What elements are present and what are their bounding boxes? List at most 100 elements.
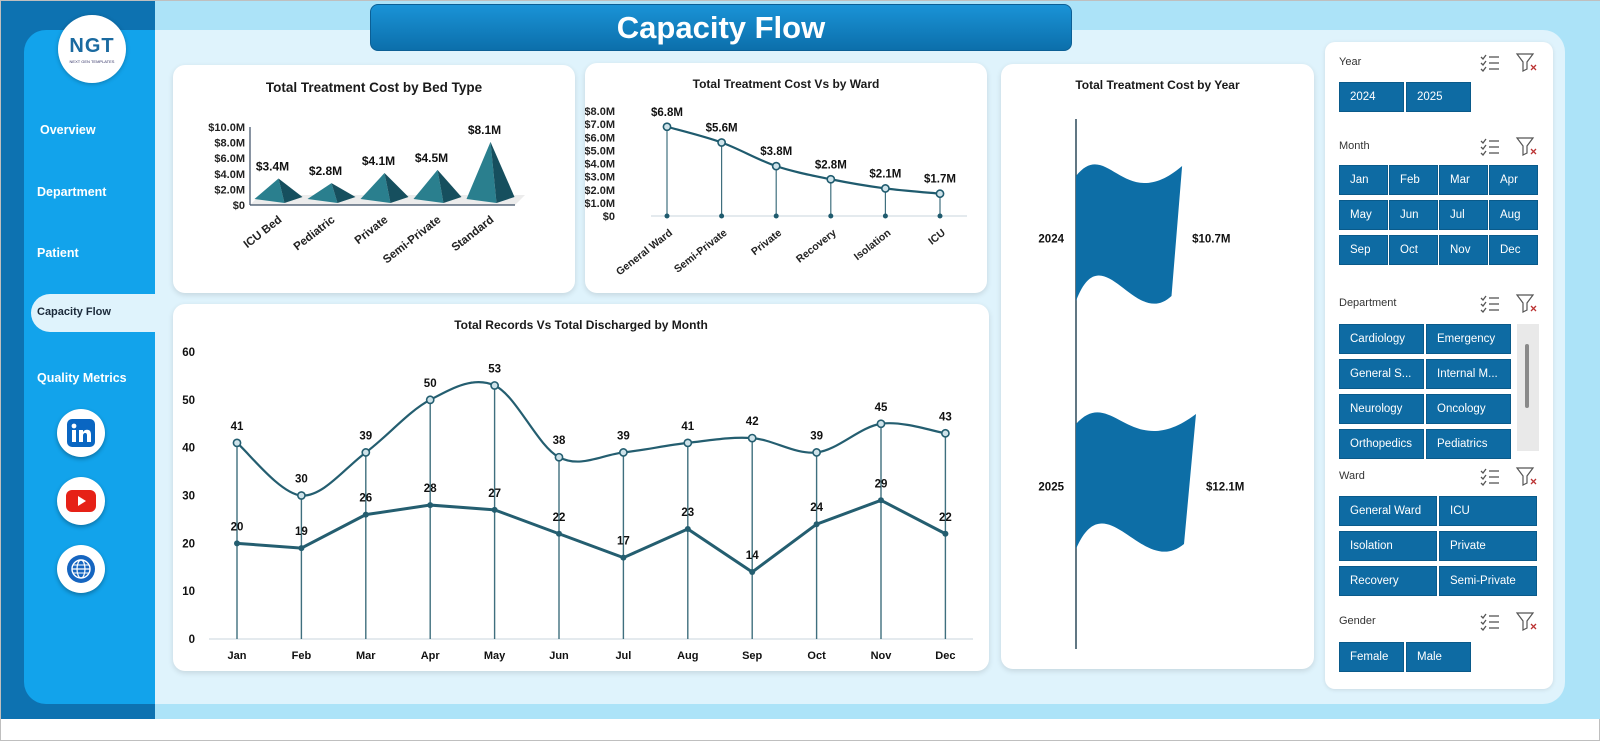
data-label-records: 43 [939,411,952,423]
slicer-month-option[interactable]: Mar [1439,165,1488,195]
slicer-month-option[interactable]: Dec [1489,235,1538,265]
y-tick-label: $7.0M [585,119,615,131]
data-point-records [232,438,242,448]
website-button[interactable] [57,545,105,593]
slicer-gender-option[interactable]: Female [1339,642,1404,672]
data-point-records [554,452,564,462]
clear-filter-icon[interactable] [1515,137,1537,156]
slicer-month-option[interactable]: Jan [1339,165,1388,195]
clear-filter-icon[interactable] [1515,53,1537,72]
x-tick-label: Semi-Private [381,214,443,266]
slicer-ward-option[interactable]: ICU [1439,496,1537,526]
nav-overview[interactable]: Overview [40,123,96,137]
slicer-department-option[interactable]: Internal M... [1426,359,1511,389]
slicer-department-option[interactable]: Orthopedics [1339,429,1424,459]
chart-bed-type: $0 $2.0M $4.0M $6.0M $8.0M $10.0M $3.4M ICU Bed… [208,122,525,266]
data-label: $8.1M [468,123,501,137]
nav-department[interactable]: Department [37,185,107,199]
youtube-button[interactable] [57,477,105,525]
y-tick-label: 60 [182,347,195,359]
slicer-department-option[interactable]: General S... [1339,359,1424,389]
bar-ribbon [1076,412,1196,552]
x-tick-label: Recovery [794,227,839,266]
y-tick-label: $6.0M [585,132,615,144]
slicer-month-option[interactable]: Jun [1389,200,1438,230]
slicer-ward-option[interactable]: Isolation [1339,531,1437,561]
data-label-discharged: 27 [488,488,501,500]
slicer-year-label: Year [1339,56,1362,68]
data-label-discharged: 24 [810,502,823,514]
x-tick-label: Mar [356,650,376,662]
x-tick-label: Aug [677,650,698,662]
slicer-department-option[interactable]: Emergency [1426,324,1511,354]
category-label: 2024 [1038,234,1064,246]
slicer-ward-option[interactable]: General Ward [1339,496,1437,526]
data-point-discharged [620,554,627,561]
multi-select-icon[interactable] [1480,138,1499,156]
nav-quality-metrics[interactable]: Quality Metrics [37,371,127,385]
department-scrollbar-thumb[interactable] [1525,344,1529,408]
slicer-year-option[interactable]: 2024 [1339,82,1404,112]
data-label-discharged: 23 [681,507,694,519]
x-tick-label: ICU [926,227,948,248]
slicer-ward-option[interactable]: Semi-Private [1439,566,1537,596]
data-label-discharged: 17 [617,536,630,548]
slicer-department-option[interactable]: Neurology [1339,394,1424,424]
data-label: $5.6M [706,123,738,135]
x-tick-label: ICU Bed [242,214,285,251]
data-label: $1.7M [924,174,956,186]
slicer-month-option[interactable]: Aug [1489,200,1538,230]
slicer-department-option[interactable]: Pediatrics [1426,429,1511,459]
nav-patient[interactable]: Patient [37,246,79,260]
department-scrollbar[interactable] [1517,324,1539,451]
multi-select-icon[interactable] [1480,613,1499,631]
slicer-ward-option[interactable]: Recovery [1339,566,1437,596]
data-point-records [812,448,821,457]
linkedin-button[interactable] [57,409,105,457]
data-point-discharged [942,530,949,537]
x-tick-label: May [484,650,506,662]
slicer-year-option[interactable]: 2025 [1406,82,1471,112]
clear-filter-icon[interactable] [1515,294,1537,313]
slicer-gender-label: Gender [1339,615,1376,627]
data-point-records [296,491,306,500]
chart-title-bed-type: Total Treatment Cost by Bed Type [265,80,483,95]
data-label-discharged: 14 [746,550,759,562]
data-label: $2.8M [309,164,342,178]
multi-select-icon[interactable] [1480,468,1499,486]
clear-filter-icon[interactable] [1515,467,1537,486]
x-tick-label: Isolation [852,227,893,263]
data-point-records [941,428,950,438]
slicer-month-option[interactable]: Sep [1339,235,1388,265]
slicer-month-option[interactable]: Apr [1489,165,1538,195]
data-point-records [425,395,435,405]
data-point [662,122,672,132]
slicer-department-option[interactable]: Cardiology [1339,324,1424,354]
slicer-month-option[interactable]: Jul [1439,200,1488,230]
y-tick-label: $6.0M [214,153,245,165]
slicer-gender-option[interactable]: Male [1406,642,1471,672]
x-tick-label: Private [353,214,391,247]
clear-filter-icon[interactable] [1515,612,1537,631]
data-label: $4.1M [362,154,395,168]
multi-select-icon[interactable] [1480,54,1499,72]
page-title-bar: Capacity Flow [370,4,1072,51]
y-tick-label: 0 [189,634,195,646]
slicer-department-option[interactable]: Oncology [1426,394,1511,424]
sidebar [24,30,155,704]
slicer-month-option[interactable]: May [1339,200,1388,230]
x-tick-label: Jan [228,650,247,662]
data-label: $3.8M [760,146,792,158]
slicer-month-option[interactable]: Oct [1389,235,1438,265]
multi-select-icon[interactable] [1480,295,1499,313]
data-label: $4.5M [415,151,448,165]
base-point [882,213,888,219]
slicer-month-option[interactable]: Feb [1389,165,1438,195]
data-label-discharged: 20 [231,521,244,533]
slicer-month-option[interactable]: Nov [1439,235,1488,265]
series-line [666,125,941,195]
slicer-ward-option[interactable]: Private [1439,531,1537,561]
bar-pyramid-side [331,183,356,203]
data-point-discharged [491,506,498,513]
nav-capacity-flow[interactable]: Capacity Flow [31,294,155,332]
